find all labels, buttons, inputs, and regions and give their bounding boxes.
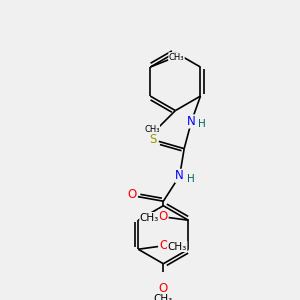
Text: CH₃: CH₃ (140, 212, 159, 223)
Text: O: O (159, 282, 168, 295)
Text: CH₃: CH₃ (169, 52, 184, 62)
Text: H: H (187, 173, 194, 184)
Text: CH₃: CH₃ (154, 294, 173, 300)
Text: O: O (158, 210, 168, 223)
Text: H: H (198, 119, 206, 129)
Text: O: O (127, 188, 136, 201)
Text: CH₃: CH₃ (168, 242, 187, 251)
Text: N: N (187, 115, 196, 128)
Text: CH₃: CH₃ (144, 125, 160, 134)
Text: O: O (159, 239, 168, 252)
Text: S: S (149, 133, 156, 146)
Text: N: N (175, 169, 184, 182)
